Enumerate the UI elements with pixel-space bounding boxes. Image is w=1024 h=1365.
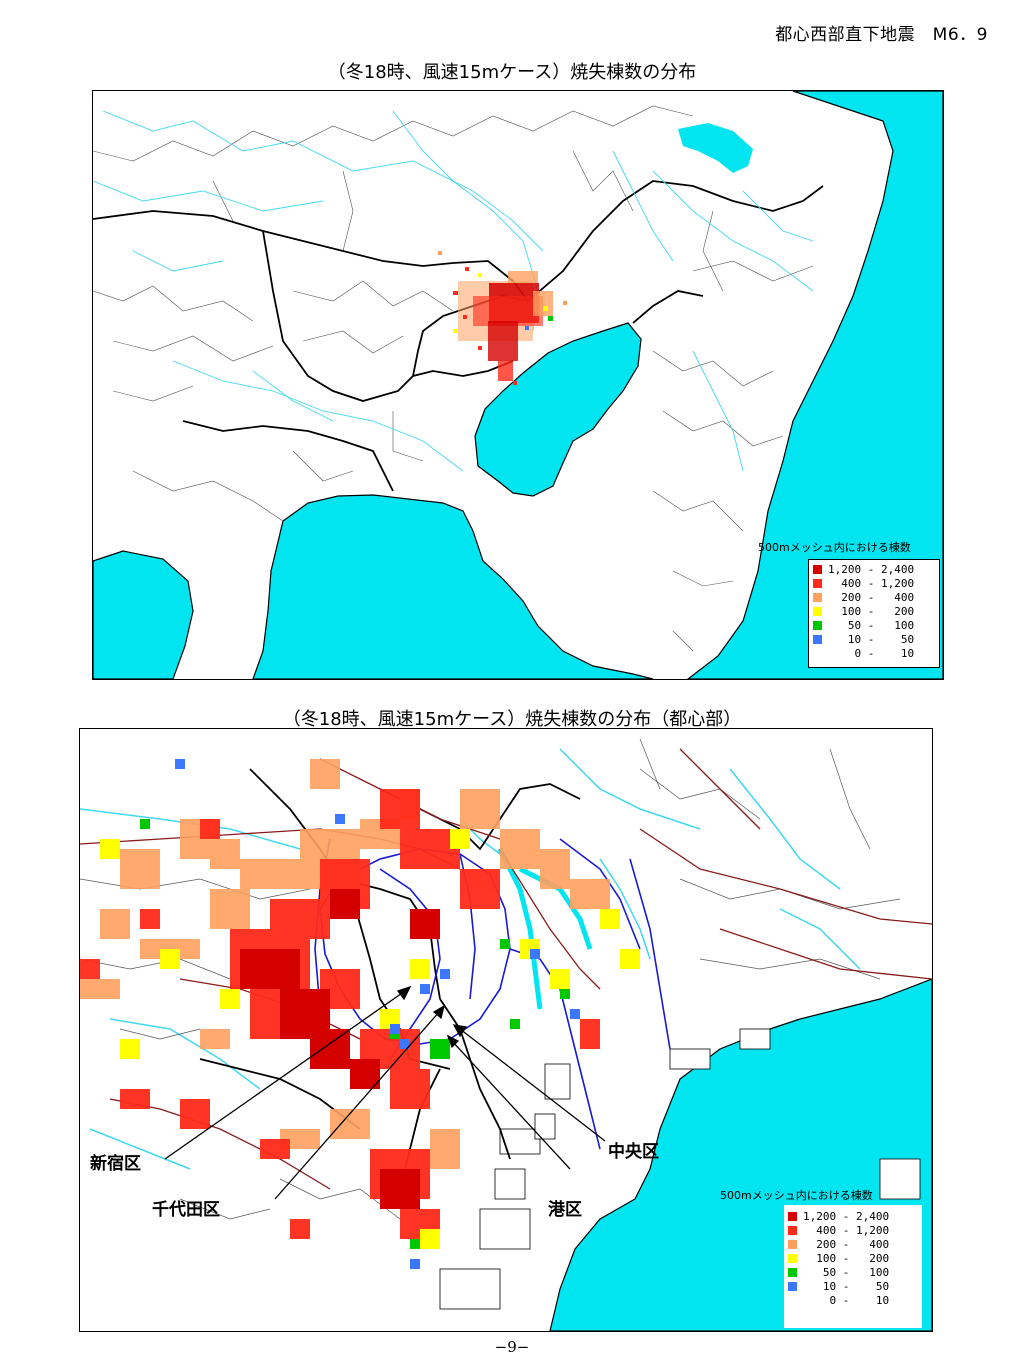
sagami-bay	[252, 494, 654, 679]
burn-cluster	[438, 251, 567, 385]
ward-label-minato: 港区	[548, 1200, 582, 1220]
legend-title: 500mメッシュ内における棟数	[720, 1189, 873, 1202]
map2-svg	[80, 729, 932, 1331]
legend-row: 1,200 - 2,400	[788, 1210, 889, 1223]
suruga-sea	[93, 550, 194, 679]
page-number: −9−	[494, 1338, 530, 1356]
legend-row: 100 - 200	[813, 605, 914, 618]
burn-cells-blue	[175, 759, 580, 1269]
pacific-east	[687, 91, 943, 679]
legend-row: 10 - 50	[813, 633, 914, 646]
legend-row: 100 - 200	[788, 1252, 889, 1265]
legend-box: 1,200 - 2,400 400 - 1,200 200 - 400 100 …	[808, 559, 940, 668]
burn-cells-darkred	[240, 889, 440, 1209]
ward-label-shinjuku: 新宿区	[90, 1154, 141, 1174]
burn-cells-yellow	[100, 829, 640, 1249]
legend-row: 50 - 100	[813, 619, 914, 632]
legend-row: 400 - 1,200	[813, 577, 914, 590]
lake	[678, 123, 753, 173]
ward-label-chuo: 中央区	[608, 1142, 659, 1162]
page-header: 都心西部直下地震 M6．9	[775, 25, 988, 45]
legend-box: 1,200 - 2,400 400 - 1,200 200 - 400 100 …	[784, 1205, 922, 1328]
legend-row: 0 - 10	[813, 647, 914, 660]
legend-row: 200 - 400	[813, 591, 914, 604]
map1-legend: 500mメッシュ内における棟数 1,200 - 2,400 400 - 1,20…	[753, 539, 943, 679]
map2-central-tokyo: 500mメッシュ内における棟数 1,200 - 2,400 400 - 1,20…	[79, 728, 933, 1332]
map2-title: （冬18時、風速15mケース）焼失棟数の分布（都心部）	[282, 709, 742, 730]
ward-label-chiyoda: 千代田区	[152, 1200, 220, 1220]
legend-title: 500mメッシュ内における棟数	[758, 541, 911, 554]
legend-row: 0 - 10	[788, 1294, 889, 1307]
map1-kanto: 500mメッシュ内における棟数 1,200 - 2,400 400 - 1,20…	[92, 90, 944, 680]
legend-row: 1,200 - 2,400	[813, 563, 914, 576]
map1-svg	[93, 91, 943, 679]
map1-title: （冬18時、風速15mケース）焼失棟数の分布	[327, 62, 697, 83]
label-arrows	[164, 985, 606, 1200]
legend-row: 10 - 50	[788, 1280, 889, 1293]
tokyo-bay	[474, 322, 642, 497]
legend-row: 400 - 1,200	[788, 1224, 889, 1237]
legend-row: 50 - 100	[788, 1266, 889, 1279]
map2-legend: 500mメッシュ内における棟数 1,200 - 2,400 400 - 1,20…	[720, 1187, 932, 1331]
legend-row: 200 - 400	[788, 1238, 889, 1251]
